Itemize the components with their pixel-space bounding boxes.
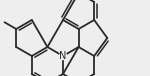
Text: N: N bbox=[59, 51, 67, 61]
Circle shape bbox=[60, 53, 66, 60]
